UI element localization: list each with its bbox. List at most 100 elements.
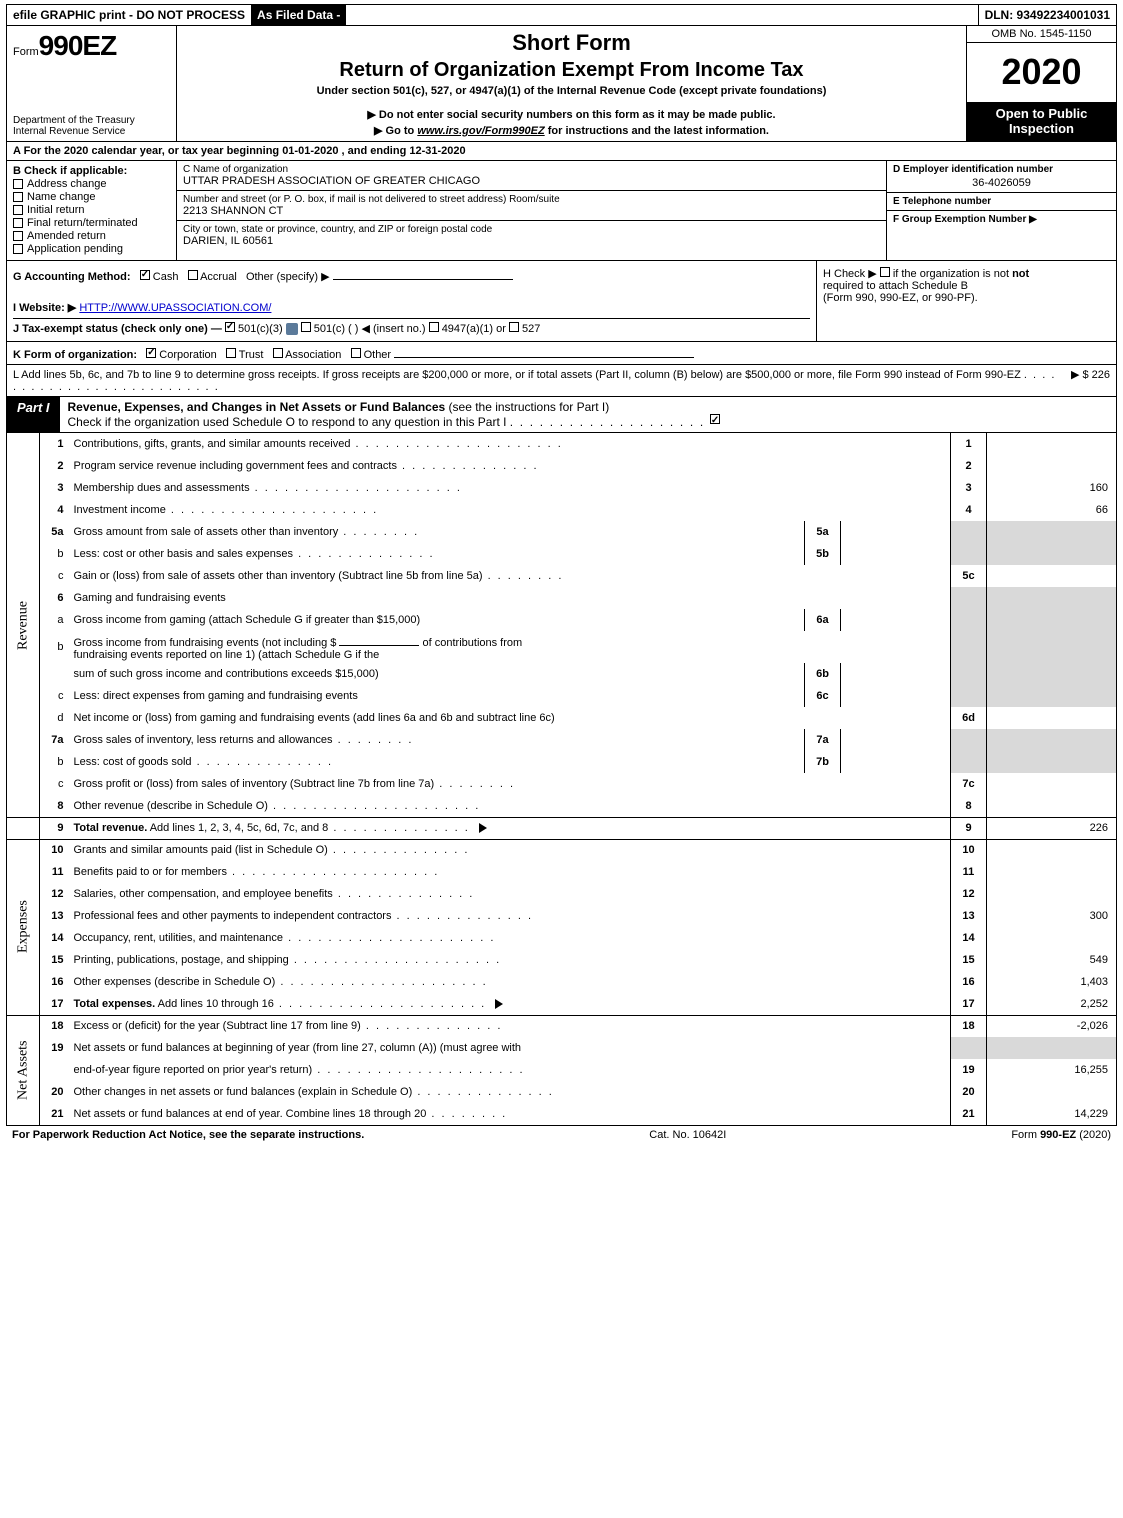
asfiled-label: As Filed Data - [251,5,346,25]
grey-cell [951,587,987,609]
line-num: c [40,773,70,795]
chk-4947[interactable] [429,322,439,332]
line-7c-desc: Gross profit or (loss) from sales of inv… [70,773,951,795]
line-1-rnum: 1 [951,433,987,455]
line-7c-val [987,773,1117,795]
line-6c-desc: Less: direct expenses from gaming and fu… [70,685,805,707]
g-other-blank[interactable] [333,267,513,280]
line-1-val [987,433,1117,455]
line-num: c [40,565,70,587]
line-9-desc: Total revenue. Add lines 1, 2, 3, 4, 5c,… [70,817,951,839]
grey-cell [951,729,987,751]
line-6d-rnum: 6d [951,707,987,729]
line-num: 14 [40,927,70,949]
line-16-rnum: 16 [951,971,987,993]
website-link[interactable]: HTTP://WWW.UPASSOCIATION.COM/ [79,302,271,314]
form-number: Form990EZ [13,30,170,62]
info-icon[interactable] [286,323,298,335]
e-label: E Telephone number [893,196,1110,207]
line-18-desc: Excess or (deficit) for the year (Subtra… [70,1015,951,1037]
j-o4: 527 [522,323,540,335]
f-cell: F Group Exemption Number ▶ [887,211,1116,260]
d-cell: D Employer identification number 36-4026… [887,161,1116,193]
chk-other[interactable] [351,348,361,358]
chk-part1-scho[interactable] [710,414,720,424]
line-6b-blank[interactable] [339,633,419,646]
line-num: 17 [40,993,70,1015]
b-header: B Check if applicable: [13,165,170,177]
chk-application-pending[interactable]: Application pending [13,243,170,255]
ein-value: 36-4026059 [893,175,1110,189]
g-line: G Accounting Method: Cash Accrual Other … [13,267,810,283]
line-num: 8 [40,795,70,817]
line-5a-box: 5a [805,521,841,543]
line-9-rest: Add lines 1, 2, 3, 4, 5c, 6d, 7c, and 8 [147,822,470,834]
line-13-desc: Professional fees and other payments to … [70,905,951,927]
row-k: K Form of organization: Corporation Trus… [6,342,1117,365]
chk-address-change[interactable]: Address change [13,178,170,190]
chk-label: Name change [27,191,96,203]
line-6b-t1: Gross income from fundraising events (no… [74,637,337,649]
chk-501c[interactable] [301,322,311,332]
grey-cell [987,729,1117,751]
line-17-bold: Total expenses. [74,998,156,1010]
grey-cell [951,751,987,773]
l-text: L Add lines 5b, 6c, and 7b to line 9 to … [13,369,1021,381]
k-other-blank[interactable] [394,345,694,358]
line-7b-boxval [841,751,951,773]
line-5a-desc: Gross amount from sale of assets other t… [70,521,805,543]
chk-corp[interactable] [146,348,156,358]
line-12-val [987,883,1117,905]
line-20-desc: Other changes in net assets or fund bala… [70,1081,951,1103]
i-label: I Website: ▶ [13,302,76,314]
line-8-val [987,795,1117,817]
form-header: Form990EZ Department of the Treasury Int… [6,26,1117,142]
line-11-rnum: 11 [951,861,987,883]
header-mid: Short Form Return of Organization Exempt… [177,26,966,141]
line-17-val: 2,252 [987,993,1117,1015]
chk-name-change[interactable]: Name change [13,191,170,203]
c-name-cell: C Name of organization UTTAR PRADESH ASS… [177,161,886,191]
grey-cell [987,543,1117,565]
footer-mid: Cat. No. 10642I [649,1129,726,1141]
line-num: 7a [40,729,70,751]
chk-527[interactable] [509,322,519,332]
form-prefix: Form [13,46,39,58]
line-17-rnum: 17 [951,993,987,1015]
chk-h[interactable] [880,267,890,277]
i-line: I Website: ▶ HTTP://WWW.UPASSOCIATION.CO… [13,301,810,314]
chk-cash[interactable] [140,270,150,280]
line-15-val: 549 [987,949,1117,971]
line-num: 18 [40,1015,70,1037]
line-6b-boxval [841,663,951,685]
page-footer: For Paperwork Reduction Act Notice, see … [6,1126,1117,1144]
chk-label: Final return/terminated [27,217,138,229]
line-num: 11 [40,861,70,883]
line-6-desc: Gaming and fundraising events [70,587,951,609]
efile-label: efile GRAPHIC print - DO NOT PROCESS [7,5,251,25]
line-12-rnum: 12 [951,883,987,905]
line-4-rnum: 4 [951,499,987,521]
part-1-dots: . . . . . . . . . . . . . . . . . . . . [510,415,710,429]
chk-accrual[interactable] [188,270,198,280]
chk-trust[interactable] [226,348,236,358]
line-num: 1 [40,433,70,455]
line-num: c [40,685,70,707]
line-num: 19 [40,1037,70,1059]
chk-501c3[interactable] [225,322,235,332]
omb-number: OMB No. 1545-1150 [967,26,1116,43]
line-5a-boxval [841,521,951,543]
line-7b-desc: Less: cost of goods sold [70,751,805,773]
checkbox-icon [13,218,23,228]
part-1-tag: Part I [7,397,60,432]
chk-amended-return[interactable]: Amended return [13,230,170,242]
line-num: 15 [40,949,70,971]
header-right: OMB No. 1545-1150 2020 Open to Public In… [966,26,1116,141]
chk-initial-return[interactable]: Initial return [13,204,170,216]
line-1-desc: Contributions, gifts, grants, and simila… [70,433,951,455]
line-num: a [40,609,70,631]
chk-final-return[interactable]: Final return/terminated [13,217,170,229]
h-pre: H Check ▶ [823,268,880,280]
chk-label: Amended return [27,230,106,242]
chk-assoc[interactable] [273,348,283,358]
